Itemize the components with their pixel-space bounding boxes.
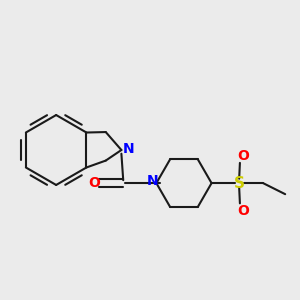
Text: O: O	[88, 176, 101, 190]
Text: N: N	[147, 174, 158, 188]
Text: O: O	[238, 204, 250, 218]
Text: N: N	[123, 142, 135, 156]
Text: O: O	[238, 148, 250, 163]
Text: S: S	[234, 176, 245, 190]
